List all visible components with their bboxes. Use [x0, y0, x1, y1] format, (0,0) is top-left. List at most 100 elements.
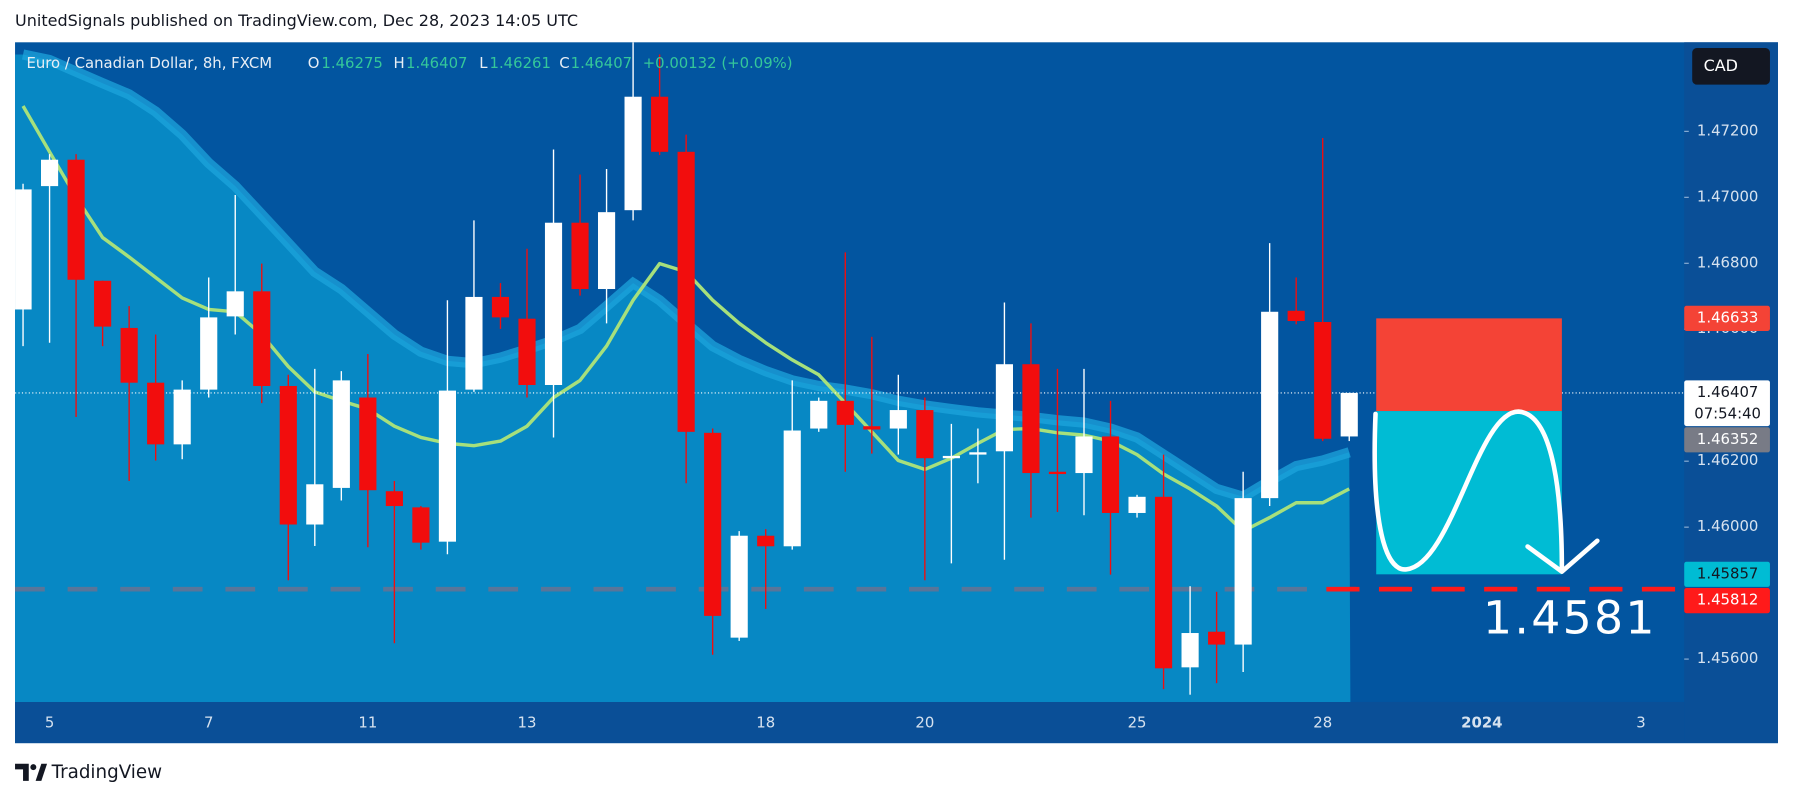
legend-value: 1.46261 [489, 54, 550, 72]
legend-key: O [308, 54, 320, 72]
legend-value: 1.46275 [321, 54, 382, 72]
candle-body [783, 430, 801, 547]
legend-change: +0.00132 (+0.09%) [643, 54, 793, 72]
candle-body [1048, 471, 1067, 475]
candle-body [969, 452, 987, 455]
candle-body [465, 296, 483, 390]
y-tick-label: 1.45600 [1697, 649, 1758, 667]
footer: TradingView [51, 762, 163, 783]
candle-body [253, 291, 271, 386]
price-tag-label: 1.45857 [1697, 564, 1758, 582]
candle-body [67, 159, 85, 280]
symbol: Euro / Canadian Dollar, 8h, FXCM [26, 54, 272, 72]
candle-body [757, 535, 775, 547]
candle-body [995, 364, 1013, 452]
price-tag-label: 1.45812 [1697, 591, 1758, 609]
legend-value: 1.46407 [406, 54, 467, 72]
footer-logo [15, 763, 48, 781]
y-tick-label: 1.47200 [1697, 121, 1758, 139]
candle-body [173, 389, 191, 445]
drawn-curve [1372, 409, 1565, 572]
candle-body [306, 484, 324, 525]
candle-body [120, 327, 138, 383]
x-tick-label: 2024 [1461, 714, 1502, 732]
x-tick-label: 13 [518, 714, 537, 732]
price-tag [1684, 427, 1770, 453]
candle-body [571, 222, 589, 290]
candle-body [1154, 496, 1173, 669]
price-tag [1684, 305, 1770, 331]
candle-body [1234, 498, 1252, 645]
candle-body [677, 151, 695, 432]
x-tick-label: 18 [756, 714, 775, 732]
candle-body [1208, 631, 1226, 645]
legend-key: C [559, 54, 569, 72]
candle-body [942, 455, 960, 459]
candle-body [836, 400, 854, 425]
currency-button[interactable] [1692, 48, 1770, 85]
x-tick-label: 7 [204, 714, 213, 732]
candle-body [94, 280, 112, 327]
price-tag-label: 1.46352 [1697, 430, 1758, 448]
annotation: 1.4581 [1483, 591, 1657, 644]
legend-value: 1.46407 [571, 54, 632, 72]
candle-body [518, 318, 536, 385]
candle-body [332, 380, 350, 488]
x-tick-label: 11 [358, 714, 377, 732]
y-tick-label: 1.46800 [1697, 253, 1758, 271]
legend-key: H [393, 54, 404, 72]
candle-body [226, 291, 244, 317]
candle-body [1287, 310, 1305, 322]
candle-body [412, 507, 430, 543]
time-axis [15, 701, 1685, 744]
candle-body [438, 390, 456, 542]
candle-body [1101, 436, 1120, 513]
candle-body [15, 189, 32, 310]
candle-body [1181, 633, 1199, 668]
price-tag-label: 1.46633 [1697, 308, 1758, 326]
price-tag [1684, 588, 1770, 614]
plot [15, 42, 1685, 702]
candle-body [1261, 311, 1279, 499]
x-tick-label: 25 [1128, 714, 1147, 732]
header: UnitedSignals published on TradingView.c… [15, 11, 578, 30]
candle-body [147, 382, 165, 445]
candle-body [624, 96, 642, 211]
axes: 1.472001.470001.468001.466001.462001.460… [45, 121, 1770, 732]
candle-body [385, 491, 403, 507]
candle-body [1022, 364, 1040, 474]
candle-body [279, 385, 297, 525]
x-tick-label: 28 [1313, 714, 1332, 732]
candle-body [810, 400, 828, 429]
legend-key: L [479, 54, 488, 72]
countdown: 07:54:40 [1694, 405, 1761, 423]
y-tick-label: 1.47000 [1697, 187, 1758, 205]
x-tick-label: 20 [915, 714, 934, 732]
drawn-arrowhead [1525, 538, 1600, 574]
candle-body [40, 159, 59, 187]
candle-body [704, 432, 722, 616]
candle-body [544, 222, 563, 385]
candle-body [200, 317, 218, 390]
y-tick-label: 1.46200 [1697, 451, 1758, 469]
y-tick-label: 1.46000 [1697, 517, 1758, 535]
candle-body [597, 212, 616, 290]
candle-body [491, 296, 510, 318]
candle-body [863, 426, 881, 430]
candle-body [1314, 321, 1332, 439]
candle-body [651, 96, 669, 152]
currency[interactable]: CAD [1704, 56, 1738, 75]
candle-body [1340, 392, 1358, 437]
candle-body [1075, 436, 1093, 474]
price-tag [1684, 380, 1770, 427]
price-tag [1684, 561, 1770, 587]
candle-body [889, 410, 907, 429]
candle-body [916, 410, 934, 459]
x-tick-label: 3 [1636, 714, 1645, 732]
x-tick-label: 5 [45, 714, 54, 732]
candle-body [730, 535, 748, 638]
price-tag-label: 1.46407 [1697, 383, 1758, 401]
stop-zone [1376, 318, 1562, 412]
